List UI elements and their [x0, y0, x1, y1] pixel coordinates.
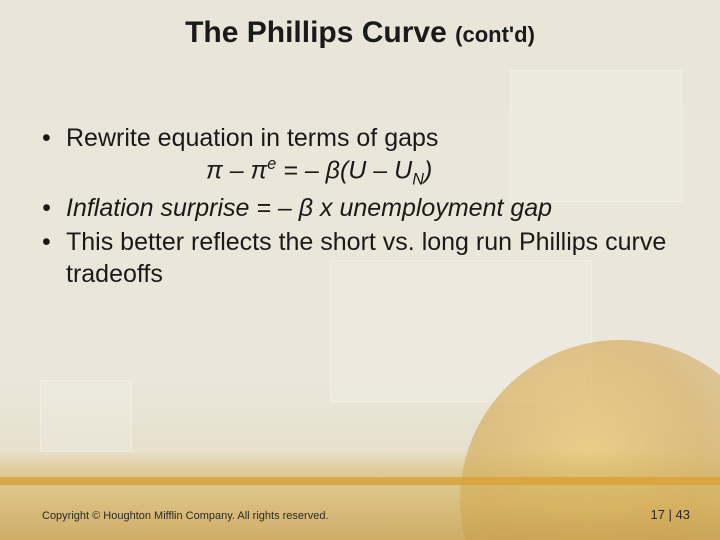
eq-part: = – β(U – U: [276, 156, 412, 184]
decoration-accent-strip: [0, 477, 720, 485]
bullet-1-text: Rewrite equation in terms of gaps: [66, 124, 438, 152]
decoration: [40, 380, 132, 452]
eq-part: π – π: [206, 156, 267, 184]
bullet-2: Inflation surprise = – β x unemployment …: [42, 192, 670, 224]
slide: The Phillips Curve (cont'd) Rewrite equa…: [0, 0, 720, 540]
bullet-1-equation: π – πe = – β(U – UN): [66, 154, 670, 190]
eq-subscript: N: [412, 170, 424, 188]
eq-part: ): [424, 156, 432, 184]
bullet-3-text: This better reflects the short vs. long …: [66, 228, 666, 288]
slide-title: The Phillips Curve (cont'd): [0, 16, 720, 50]
copyright-text: Copyright © Houghton Mifflin Company. Al…: [42, 510, 329, 522]
slide-body: Rewrite equation in terms of gaps π – πe…: [42, 122, 670, 292]
bullet-1: Rewrite equation in terms of gaps π – πe…: [42, 122, 670, 190]
eq-superscript: e: [267, 155, 276, 173]
decoration-bottom-band: [0, 450, 720, 540]
title-main: The Phillips Curve: [185, 16, 455, 49]
bullet-2-text: Inflation surprise = – β x unemployment …: [66, 194, 552, 222]
bullet-3: This better reflects the short vs. long …: [42, 226, 670, 290]
title-sub: (cont'd): [455, 22, 535, 47]
page-number: 17 | 43: [650, 507, 690, 522]
